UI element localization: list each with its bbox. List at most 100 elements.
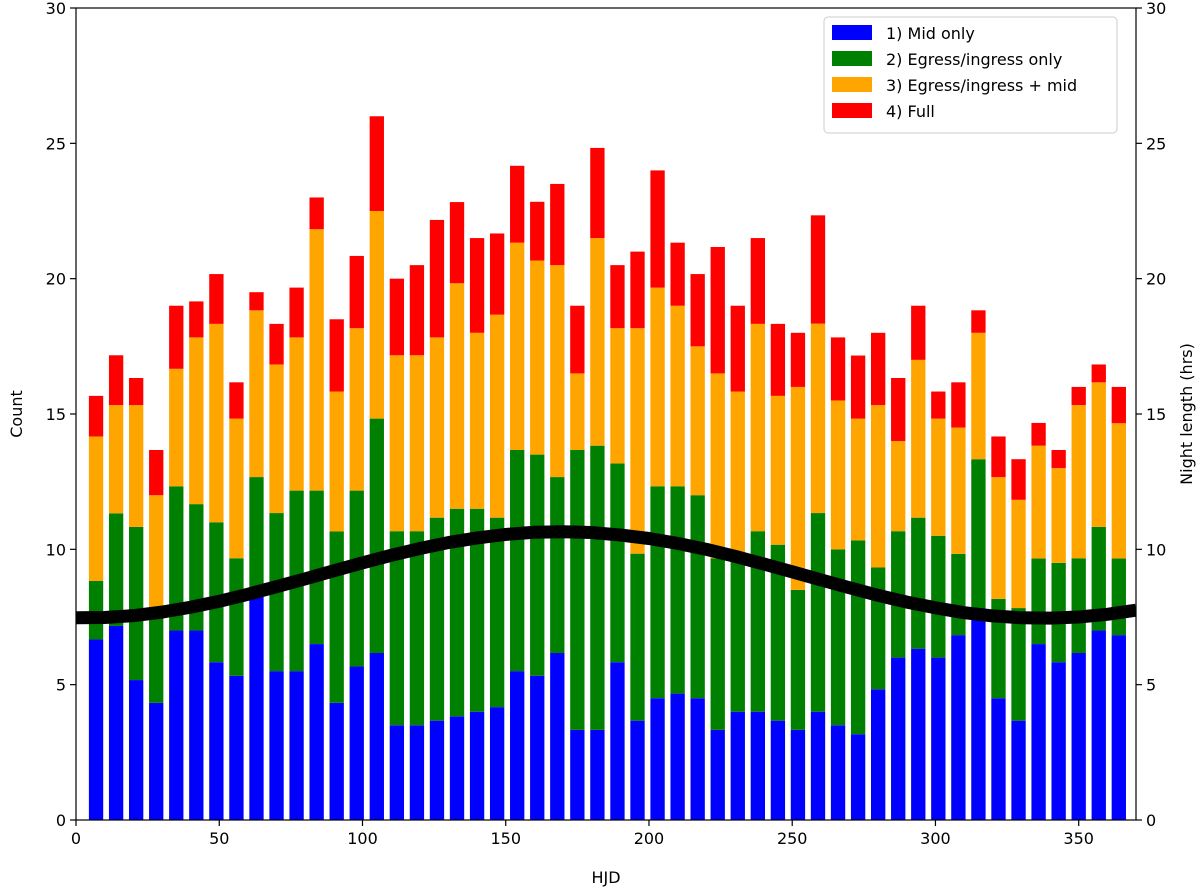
bar-segment-series-2 xyxy=(1031,558,1046,645)
bar-segment-series-4 xyxy=(670,242,685,306)
bar-segment-series-2 xyxy=(389,531,405,726)
bar-segment-series-3 xyxy=(309,229,324,491)
bar-segment-series-1 xyxy=(249,594,264,820)
bar-segment-series-1 xyxy=(449,716,465,820)
bar-segment-series-3 xyxy=(269,364,284,514)
bar-segment-series-1 xyxy=(630,720,645,820)
bar-segment-series-3 xyxy=(329,391,344,532)
bar-segment-series-1 xyxy=(469,711,485,820)
bar-segment-series-3 xyxy=(850,418,866,541)
bar-segment-series-1 xyxy=(690,698,705,820)
bar-segment-series-2 xyxy=(730,553,745,712)
bar-segment-series-2 xyxy=(1011,608,1026,721)
bar-segment-series-3 xyxy=(770,395,786,545)
bar-segment-series-2 xyxy=(309,490,324,645)
bar-segment-series-4 xyxy=(469,238,485,333)
bar-segment-series-3 xyxy=(911,359,926,518)
x-tick-label: 250 xyxy=(777,829,808,848)
bar-segment-series-2 xyxy=(810,513,826,712)
bar-segment-series-3 xyxy=(149,495,164,617)
bar-segment-series-2 xyxy=(88,581,104,640)
bar-segment-series-2 xyxy=(690,495,705,699)
bar-layer xyxy=(88,116,1126,820)
bar-segment-series-3 xyxy=(891,441,906,532)
bar-segment-series-3 xyxy=(730,391,745,554)
bar-segment-series-1 xyxy=(1071,653,1086,820)
bar-segment-series-3 xyxy=(790,386,806,590)
bar-segment-series-2 xyxy=(1071,558,1086,653)
bar-segment-series-4 xyxy=(830,337,846,401)
bar-segment-series-3 xyxy=(710,373,725,559)
bar-segment-series-3 xyxy=(750,323,765,532)
bar-segment-series-4 xyxy=(269,323,284,365)
bar-segment-series-1 xyxy=(189,630,204,820)
bar-segment-series-3 xyxy=(630,328,645,554)
bar-segment-series-4 xyxy=(1051,450,1066,469)
night-length-curve xyxy=(76,525,1136,625)
bar-segment-series-3 xyxy=(449,283,465,509)
bar-segment-series-3 xyxy=(951,427,966,554)
bar-segment-series-4 xyxy=(1111,386,1126,424)
y-tick-label: 15 xyxy=(46,405,66,424)
bar-segment-series-2 xyxy=(108,513,124,626)
y2-tick-label: 0 xyxy=(1146,811,1156,830)
bar-segment-series-2 xyxy=(610,463,625,663)
bar-segment-series-3 xyxy=(670,305,685,487)
bar-segment-series-1 xyxy=(429,720,445,820)
bar-segment-series-1 xyxy=(891,657,906,820)
bar-segment-series-2 xyxy=(790,589,806,730)
bar-segment-series-1 xyxy=(329,702,344,820)
bar-segment-series-1 xyxy=(1091,630,1106,820)
bar-segment-series-3 xyxy=(169,368,184,487)
bar-segment-series-2 xyxy=(429,517,445,721)
bar-segment-series-1 xyxy=(169,630,184,820)
bar-segment-series-4 xyxy=(971,310,986,333)
bar-segment-series-4 xyxy=(489,233,505,315)
y2-axis-ticks: 0 5 10 15 20 25 30 xyxy=(1136,0,1166,830)
bar-segment-series-2 xyxy=(129,526,144,681)
x-axis-ticks: 0 50 100 150 200 250 300 350 xyxy=(71,820,1094,848)
bar-segment-series-1 xyxy=(530,675,545,820)
bar-segment-series-3 xyxy=(650,287,665,487)
bar-segment-series-2 xyxy=(469,508,485,712)
bar-segment-series-3 xyxy=(229,418,244,559)
legend-swatch-series-1 xyxy=(832,25,872,40)
bar-segment-series-4 xyxy=(530,201,545,261)
bar-segment-series-4 xyxy=(169,305,184,369)
bar-segment-series-3 xyxy=(610,328,625,464)
legend: 1) Mid only 2) Egress/ingress only 3) Egre… xyxy=(823,16,1118,134)
bar-segment-series-2 xyxy=(550,477,565,653)
bar-segment-series-4 xyxy=(309,197,324,230)
bar-segment-series-2 xyxy=(409,531,425,726)
bar-segment-series-1 xyxy=(88,639,104,820)
bar-segment-series-4 xyxy=(810,215,826,324)
bar-segment-series-2 xyxy=(510,450,525,672)
bar-segment-series-3 xyxy=(88,436,104,582)
bar-segment-series-2 xyxy=(931,535,946,658)
bar-segment-series-3 xyxy=(349,328,364,491)
bar-segment-series-2 xyxy=(449,508,465,717)
bar-segment-series-4 xyxy=(570,305,585,374)
x-tick-label: 50 xyxy=(209,829,229,848)
bar-segment-series-1 xyxy=(570,729,585,820)
bar-segment-series-1 xyxy=(209,662,224,820)
bar-segment-series-3 xyxy=(1071,405,1086,559)
bar-segment-series-3 xyxy=(991,477,1006,599)
bar-segment-series-2 xyxy=(1111,558,1126,636)
bar-segment-series-2 xyxy=(951,553,966,636)
bar-segment-series-1 xyxy=(730,711,745,820)
bar-segment-series-3 xyxy=(108,405,124,514)
bar-segment-series-4 xyxy=(149,450,164,496)
bar-segment-series-3 xyxy=(129,405,144,527)
bar-segment-series-3 xyxy=(209,323,224,523)
bar-segment-series-3 xyxy=(830,400,846,550)
bar-segment-series-1 xyxy=(931,657,946,820)
bar-segment-series-2 xyxy=(570,450,585,730)
bar-segment-series-2 xyxy=(750,531,765,712)
bar-segment-series-2 xyxy=(670,486,685,694)
bar-segment-series-3 xyxy=(389,355,405,532)
bar-segment-series-3 xyxy=(530,260,545,455)
bar-segment-series-1 xyxy=(850,734,866,820)
bar-segment-series-1 xyxy=(409,725,425,820)
